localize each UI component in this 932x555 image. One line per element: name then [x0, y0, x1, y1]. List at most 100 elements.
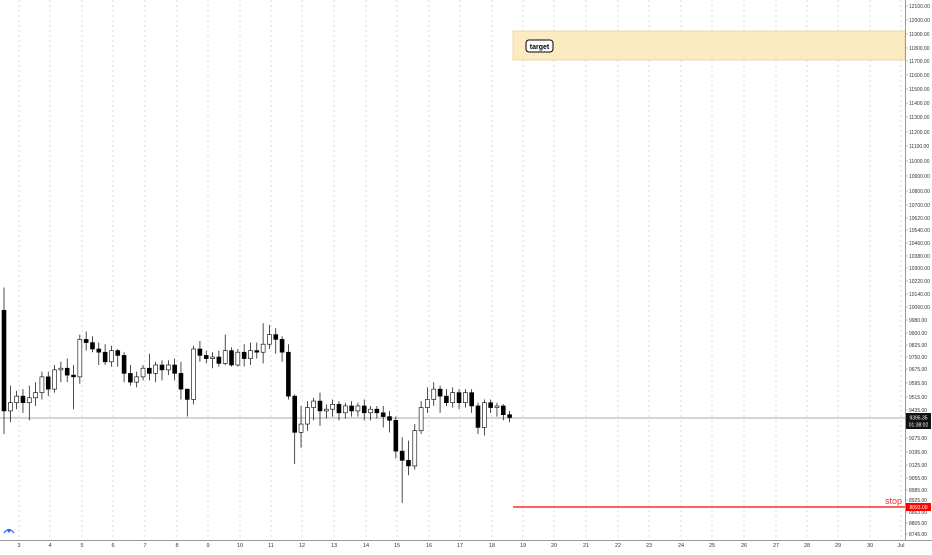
price-tick-label: 8863.00 [909, 510, 927, 516]
candle-body [134, 376, 140, 383]
candle-body [115, 350, 121, 356]
candle-up [450, 387, 456, 408]
candle-down [96, 342, 102, 365]
candle-body [90, 342, 95, 350]
target-label-box[interactable] [525, 39, 554, 53]
candle-body [184, 388, 190, 400]
candle-body [159, 364, 165, 371]
candle-body [286, 351, 291, 397]
time-tick-label: 30 [867, 543, 873, 549]
price-tick-label: 9275.00 [909, 436, 927, 442]
price-tick-label: 10060.00 [909, 305, 930, 311]
time-tick-label: 9 [206, 543, 209, 549]
candle-body [494, 405, 500, 408]
candle-body [52, 369, 57, 390]
candle-down [241, 344, 247, 367]
candle-up [431, 382, 437, 406]
candles [1, 287, 512, 503]
price-tick-label: 10620.00 [909, 216, 930, 222]
time-tick-label: 13 [331, 543, 337, 549]
candle-up [191, 345, 196, 405]
price-tick-label: 9825.00 [909, 343, 927, 349]
price-tick-label: 9675.00 [909, 367, 927, 373]
candle-body [507, 414, 512, 418]
candle-down [286, 344, 291, 400]
candle-down [115, 349, 121, 367]
price-tick-label: 11800.00 [909, 46, 930, 52]
candle-body [241, 351, 247, 359]
time-tick-label: 14 [363, 543, 369, 549]
candle-body [475, 405, 481, 428]
candle-down [45, 371, 51, 397]
time-tick-label: 28 [804, 543, 810, 549]
candle-down [102, 344, 108, 365]
candle-body [361, 405, 367, 414]
candle-up [425, 387, 430, 413]
candle-up [235, 349, 241, 367]
candle-body [305, 407, 310, 425]
candle-body [336, 404, 342, 414]
candle-body [482, 402, 487, 428]
candle-up [52, 365, 57, 393]
candle-down [380, 405, 386, 428]
candle-down [406, 440, 411, 476]
time-tick-label: 22 [615, 543, 621, 549]
candle-down [349, 401, 354, 417]
candle-body [324, 408, 329, 412]
candle-down [507, 410, 512, 423]
candle-down [197, 341, 203, 362]
candle-body [58, 367, 64, 371]
price-tick-label: 9055.00 [909, 476, 927, 482]
price-axis[interactable]: 12100.00 12000.00 11900.00 11800.00 11700.00… [905, 4, 930, 538]
price-tick-label: 12100.00 [909, 4, 930, 10]
candle-body [368, 408, 373, 414]
time-tick-label: 20 [551, 543, 557, 549]
price-tick-label: 11300.00 [909, 115, 930, 121]
candle-down [361, 399, 367, 421]
candle-down [159, 360, 165, 381]
time-tick-label: 12 [299, 543, 305, 549]
candle-body [488, 402, 493, 408]
candle-body [197, 348, 203, 356]
candle-body [102, 351, 108, 363]
price-tick-label: 11900.00 [909, 32, 930, 38]
price-tick-label: 9125.00 [909, 463, 927, 469]
time-tick-label: 27 [773, 543, 779, 549]
time-tick-label: 19 [520, 543, 526, 549]
candle-up [109, 345, 114, 367]
candle-down [64, 358, 70, 383]
price-tick-label: 11700.00 [909, 59, 930, 65]
candle-body [248, 350, 253, 359]
candle-down [292, 394, 298, 465]
time-tick-label: 23 [646, 543, 652, 549]
candle-down [488, 399, 493, 413]
candle-down [1, 287, 7, 434]
candle-body [147, 367, 152, 374]
candle-body [412, 430, 418, 467]
price-tick-label: 9900.00 [909, 331, 927, 337]
candle-up [311, 397, 316, 421]
candle-up [482, 399, 487, 436]
candle-body [393, 420, 399, 452]
candle-down [178, 361, 184, 400]
candle-up [26, 385, 32, 421]
time-tick-label: 29 [835, 543, 841, 549]
candle-down [374, 405, 380, 419]
candle-body [64, 367, 70, 376]
candle-body [469, 392, 474, 407]
candle-up [412, 424, 418, 470]
candle-down [456, 389, 462, 410]
candle-body [298, 423, 304, 433]
tradingview-logo-icon[interactable] [3, 528, 15, 534]
time-axis[interactable]: 3 4 5 6 7 8 9 10 11 12 13 14 15 16 17 18 19 20 21 22 23 24 25 2… [17, 543, 904, 549]
target-zone[interactable]: target [512, 30, 906, 61]
candle-body [387, 416, 392, 421]
candle-down [184, 388, 190, 417]
stop-label: stop [885, 496, 902, 506]
candle-up [494, 402, 500, 417]
price-tick-label: 9980.00 [909, 318, 927, 324]
price-tick-label: 11200.00 [909, 130, 930, 136]
target-zone-rect[interactable] [512, 30, 906, 61]
